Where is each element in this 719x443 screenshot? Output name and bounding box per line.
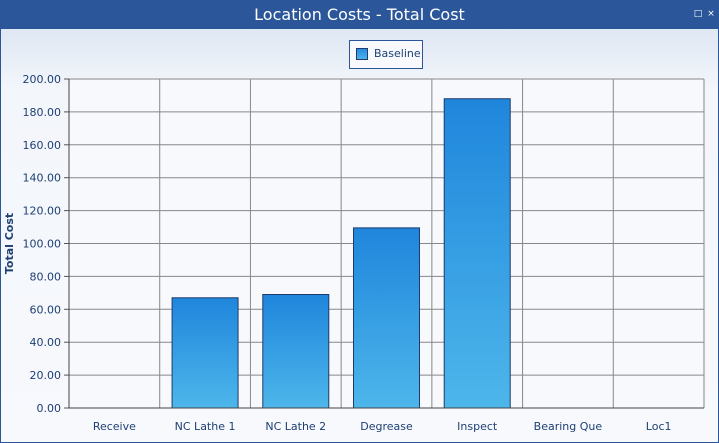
- y-tick-label: 0.00: [37, 402, 62, 415]
- restore-icon[interactable]: □: [693, 9, 703, 19]
- y-tick-label: 100.00: [23, 238, 62, 251]
- y-tick-label: 60.00: [30, 303, 62, 316]
- y-tick-label: 160.00: [23, 139, 62, 152]
- title-bar[interactable]: Location Costs - Total Cost □ ×: [1, 1, 718, 29]
- bar-chart: 0.00 20.00 40.00 60.00 80.00 100.00 120.00 140.…: [3, 73, 705, 433]
- legend-swatch: [356, 48, 368, 60]
- y-tick-label: 140.00: [23, 172, 62, 185]
- x-tick-label: Degrease: [360, 420, 413, 433]
- close-icon[interactable]: ×: [707, 9, 715, 19]
- y-tick-label: 40.00: [30, 336, 62, 349]
- y-tick-label: 80.00: [30, 270, 62, 283]
- bar-nc-lathe-1: [171, 297, 239, 409]
- x-tick-label: NC Lathe 1: [175, 420, 236, 433]
- y-tick-label: 200.00: [23, 73, 62, 86]
- y-tick-label: 120.00: [23, 205, 62, 218]
- bar-nc-lathe-2: [262, 293, 330, 409]
- legend-label: Baseline: [374, 47, 421, 60]
- bar-inspect: [443, 98, 511, 409]
- legend: Baseline: [349, 40, 423, 69]
- x-tick-label: Inspect: [457, 420, 498, 433]
- x-tick-label: Receive: [93, 420, 136, 433]
- window-title: Location Costs - Total Cost: [254, 5, 465, 24]
- y-tick-label: 20.00: [30, 369, 62, 382]
- bar-degrease: [353, 227, 420, 409]
- y-axis-label: Total Cost: [3, 213, 16, 274]
- plot-area: 0.00 20.00 40.00 60.00 80.00 100.00 120.00 140.…: [3, 73, 705, 433]
- x-tick-label: Loc1: [646, 420, 672, 433]
- y-tick-label: 180.00: [23, 106, 62, 119]
- x-tick-label: Bearing Que: [534, 420, 603, 433]
- chart-area: Baseline 0.00 20.00 40.00 60.00 80.00 100.00 1…: [1, 29, 718, 442]
- x-tick-label: NC Lathe 2: [265, 420, 326, 433]
